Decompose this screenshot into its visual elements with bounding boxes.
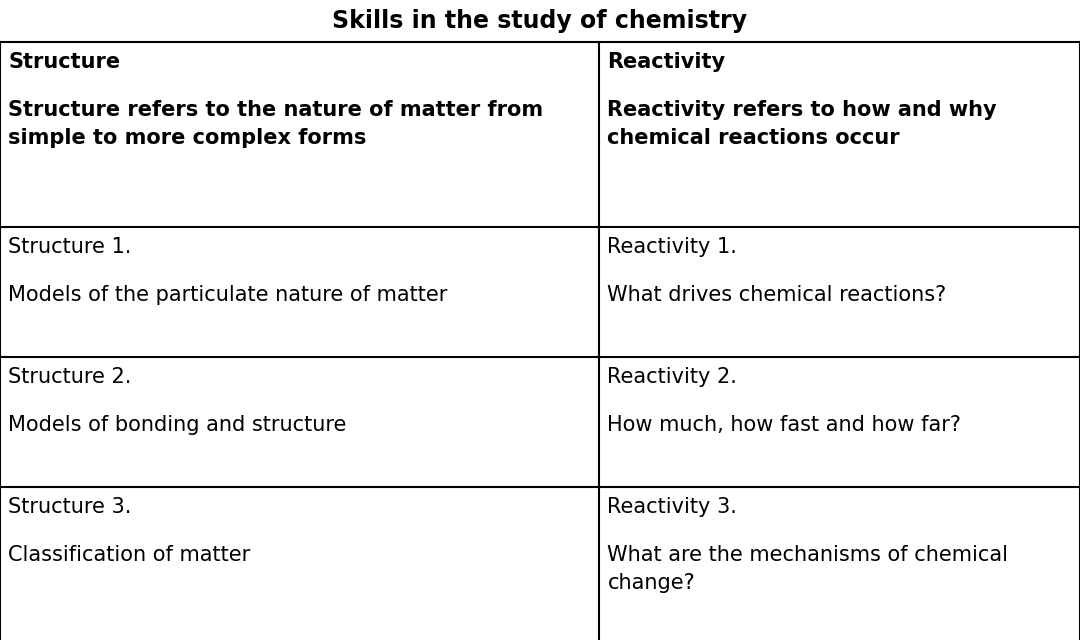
- Text: What drives chemical reactions?: What drives chemical reactions?: [607, 285, 947, 305]
- Text: What are the mechanisms of chemical: What are the mechanisms of chemical: [607, 545, 1009, 565]
- Text: Reactivity refers to how and why: Reactivity refers to how and why: [607, 100, 997, 120]
- Text: Reactivity 2.: Reactivity 2.: [607, 367, 738, 387]
- Text: Reactivity 1.: Reactivity 1.: [607, 237, 738, 257]
- Text: chemical reactions occur: chemical reactions occur: [607, 128, 900, 148]
- Text: simple to more complex forms: simple to more complex forms: [8, 128, 366, 148]
- Text: Models of bonding and structure: Models of bonding and structure: [8, 415, 347, 435]
- Text: change?: change?: [607, 573, 696, 593]
- Text: How much, how fast and how far?: How much, how fast and how far?: [607, 415, 961, 435]
- Text: Classification of matter: Classification of matter: [8, 545, 251, 565]
- Text: Structure 2.: Structure 2.: [8, 367, 132, 387]
- Text: Structure refers to the nature of matter from: Structure refers to the nature of matter…: [8, 100, 543, 120]
- Text: Structure 3.: Structure 3.: [8, 497, 132, 517]
- Text: Skills in the study of chemistry: Skills in the study of chemistry: [333, 9, 747, 33]
- Text: Structure: Structure: [8, 52, 120, 72]
- Text: Models of the particulate nature of matter: Models of the particulate nature of matt…: [8, 285, 447, 305]
- Text: Reactivity: Reactivity: [607, 52, 726, 72]
- Text: Reactivity 3.: Reactivity 3.: [607, 497, 738, 517]
- Text: Structure 1.: Structure 1.: [8, 237, 132, 257]
